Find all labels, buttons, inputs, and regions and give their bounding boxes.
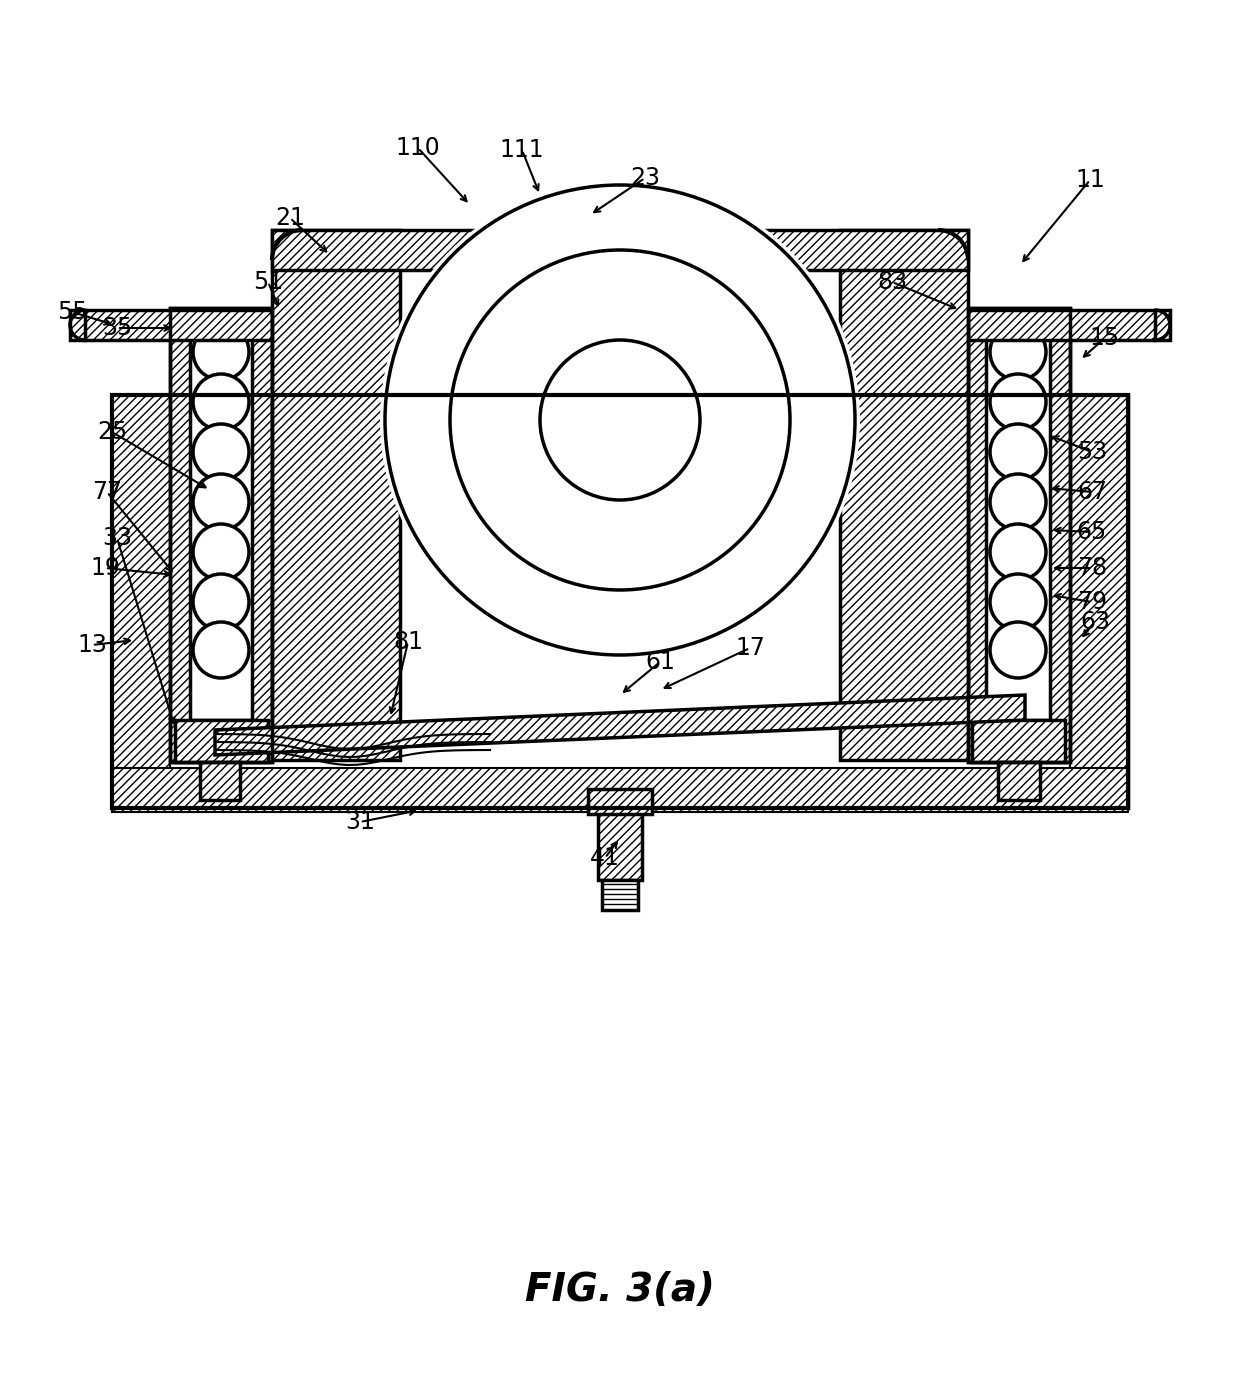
Circle shape (379, 181, 861, 660)
Bar (200, 763, 241, 800)
Text: 77: 77 (92, 481, 122, 504)
Circle shape (193, 474, 249, 531)
Circle shape (193, 622, 249, 678)
Bar (998, 763, 1040, 800)
Text: 67: 67 (1078, 481, 1107, 504)
Polygon shape (215, 694, 1025, 756)
Circle shape (990, 574, 1047, 631)
Bar (968, 308, 1070, 763)
Circle shape (990, 424, 1047, 481)
Text: 111: 111 (500, 138, 544, 163)
Text: 51: 51 (253, 269, 283, 294)
Bar (839, 231, 968, 760)
Text: 35: 35 (102, 317, 133, 340)
Text: 33: 33 (102, 526, 131, 550)
Circle shape (193, 324, 249, 381)
Bar (601, 881, 639, 910)
Text: 13: 13 (77, 633, 107, 657)
Text: 31: 31 (345, 810, 374, 833)
Bar (112, 768, 1128, 813)
Text: 110: 110 (396, 136, 440, 160)
Circle shape (193, 574, 249, 631)
Bar (1070, 394, 1128, 808)
Text: 79: 79 (1078, 590, 1107, 614)
Text: 19: 19 (91, 556, 120, 581)
Text: 63: 63 (1080, 610, 1110, 633)
Text: 81: 81 (393, 631, 423, 654)
Bar (588, 789, 652, 814)
Bar (175, 720, 268, 763)
Text: 83: 83 (877, 269, 908, 294)
Circle shape (990, 524, 1047, 581)
Circle shape (193, 424, 249, 481)
Bar (598, 813, 642, 881)
Text: 61: 61 (645, 650, 675, 674)
Bar (972, 720, 1065, 763)
Text: 65: 65 (1076, 519, 1107, 544)
Bar (272, 231, 401, 760)
Text: 21: 21 (275, 206, 305, 231)
Bar (272, 231, 968, 269)
Bar (170, 308, 272, 763)
Text: 17: 17 (735, 636, 765, 660)
Bar (112, 394, 1128, 808)
Bar (170, 308, 272, 763)
Bar (112, 394, 170, 808)
Bar (69, 310, 272, 340)
Bar (190, 326, 252, 720)
Text: FIG. 3(a): FIG. 3(a) (525, 1271, 715, 1308)
Bar (968, 308, 1070, 763)
Circle shape (990, 374, 1047, 431)
Circle shape (990, 622, 1047, 678)
Bar (986, 326, 1050, 720)
Text: 25: 25 (97, 419, 128, 444)
Circle shape (990, 324, 1047, 381)
Circle shape (990, 474, 1047, 531)
Bar (968, 310, 1171, 340)
Circle shape (450, 250, 790, 590)
Text: 78: 78 (1076, 556, 1107, 581)
Circle shape (193, 374, 249, 431)
Bar (112, 394, 1128, 808)
Text: 11: 11 (1075, 168, 1105, 192)
Text: 23: 23 (630, 167, 660, 190)
Text: 55: 55 (57, 300, 87, 324)
Circle shape (539, 340, 701, 500)
Circle shape (384, 185, 856, 656)
Text: 15: 15 (1090, 326, 1120, 350)
Circle shape (193, 524, 249, 581)
Text: 53: 53 (1076, 440, 1107, 464)
Text: 41: 41 (590, 846, 620, 870)
